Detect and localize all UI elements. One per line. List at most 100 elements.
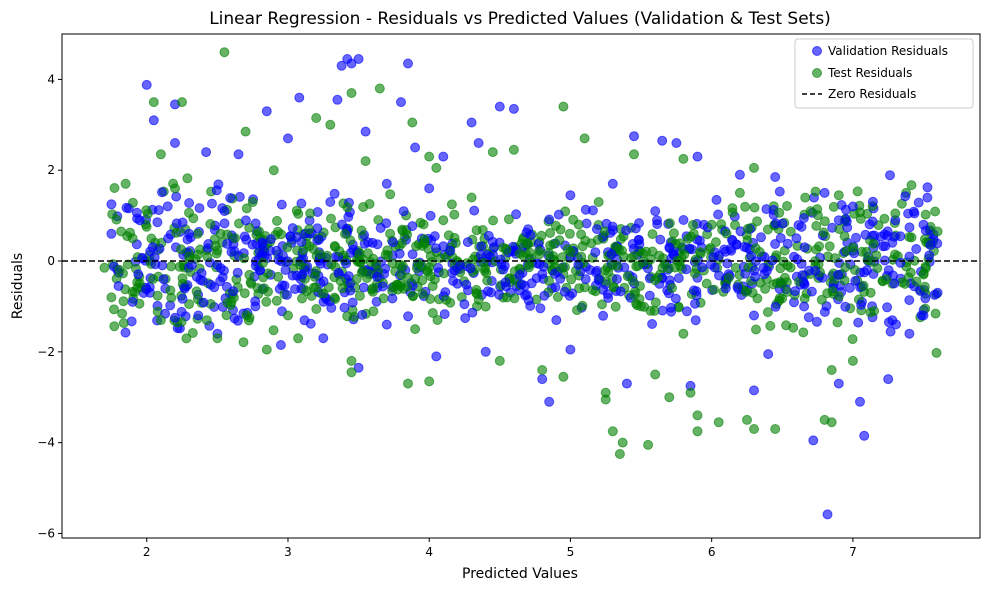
data-point <box>713 209 724 220</box>
data-point <box>550 282 561 293</box>
data-point <box>480 263 491 274</box>
data-point <box>367 283 378 294</box>
data-point <box>919 281 930 292</box>
data-point <box>345 235 356 246</box>
data-point <box>828 201 839 212</box>
data-point <box>734 169 745 180</box>
data-point <box>559 286 570 297</box>
data-point <box>847 355 858 366</box>
data-point <box>113 281 124 291</box>
data-point <box>759 269 770 280</box>
data-point <box>544 214 555 225</box>
data-point <box>346 355 357 366</box>
data-point <box>688 228 699 239</box>
data-point <box>425 251 436 262</box>
data-point <box>785 226 796 237</box>
data-point <box>930 206 941 217</box>
data-point <box>431 351 442 362</box>
data-point <box>867 216 878 227</box>
data-point <box>422 266 433 277</box>
data-point <box>833 190 844 201</box>
data-point <box>211 185 222 196</box>
data-point <box>184 207 194 218</box>
legend-label-zero: Zero Residuals <box>828 87 916 101</box>
series-validation <box>106 54 943 520</box>
data-point <box>107 209 118 220</box>
data-point <box>610 301 621 312</box>
data-point <box>664 392 675 403</box>
data-point <box>241 310 252 321</box>
data-point <box>141 284 152 295</box>
data-point <box>166 261 177 272</box>
data-point <box>573 219 584 230</box>
data-point <box>879 213 890 224</box>
data-point <box>109 304 119 315</box>
data-point <box>643 439 654 450</box>
data-point <box>202 251 213 262</box>
data-point <box>833 215 844 226</box>
data-point <box>326 213 336 224</box>
data-point <box>911 244 922 254</box>
chart-title: Linear Regression - Residuals vs Predict… <box>209 9 831 29</box>
data-point <box>228 286 239 297</box>
data-point <box>455 260 465 271</box>
data-point <box>407 249 418 260</box>
data-point <box>819 307 830 317</box>
data-point <box>494 355 505 366</box>
data-point <box>811 244 822 255</box>
data-point <box>841 216 852 227</box>
data-point <box>424 183 435 194</box>
data-point <box>552 292 563 302</box>
data-point <box>304 224 315 235</box>
data-point <box>734 187 745 198</box>
data-point <box>330 241 341 252</box>
data-point <box>452 278 463 289</box>
x-tick-label: 3 <box>284 545 292 559</box>
data-point <box>343 211 354 222</box>
data-point <box>597 299 607 310</box>
data-point <box>865 287 876 298</box>
data-point <box>170 183 180 194</box>
data-point <box>184 251 195 262</box>
data-point <box>293 333 304 344</box>
data-point <box>918 219 929 230</box>
data-point <box>906 180 917 191</box>
data-point <box>311 113 322 123</box>
data-point <box>742 223 753 234</box>
data-point <box>198 297 209 308</box>
data-point <box>226 246 237 257</box>
data-point <box>364 199 375 209</box>
data-point <box>383 250 393 261</box>
data-point <box>487 236 498 247</box>
data-point <box>148 274 158 285</box>
data-point <box>158 274 169 285</box>
data-point <box>920 293 931 304</box>
data-point <box>858 280 869 291</box>
data-point <box>305 318 316 329</box>
data-point <box>326 259 337 270</box>
data-point <box>650 206 661 217</box>
data-point <box>347 297 358 308</box>
data-point <box>826 417 837 428</box>
data-point <box>652 219 663 230</box>
data-point <box>410 324 421 335</box>
data-point <box>244 269 255 280</box>
data-point <box>446 199 457 210</box>
data-point <box>315 249 326 260</box>
data-point <box>177 273 188 284</box>
data-point <box>511 209 522 220</box>
data-point <box>360 126 371 137</box>
data-point <box>247 239 258 250</box>
data-point <box>239 288 250 299</box>
data-point <box>280 265 291 275</box>
data-point <box>791 233 802 244</box>
data-point <box>740 201 751 212</box>
data-point <box>473 138 484 148</box>
data-point <box>762 224 773 235</box>
data-point <box>182 173 193 184</box>
data-point <box>496 259 507 270</box>
data-point <box>312 223 323 234</box>
data-point <box>268 165 279 176</box>
data-point <box>861 246 872 257</box>
data-point <box>250 296 261 307</box>
